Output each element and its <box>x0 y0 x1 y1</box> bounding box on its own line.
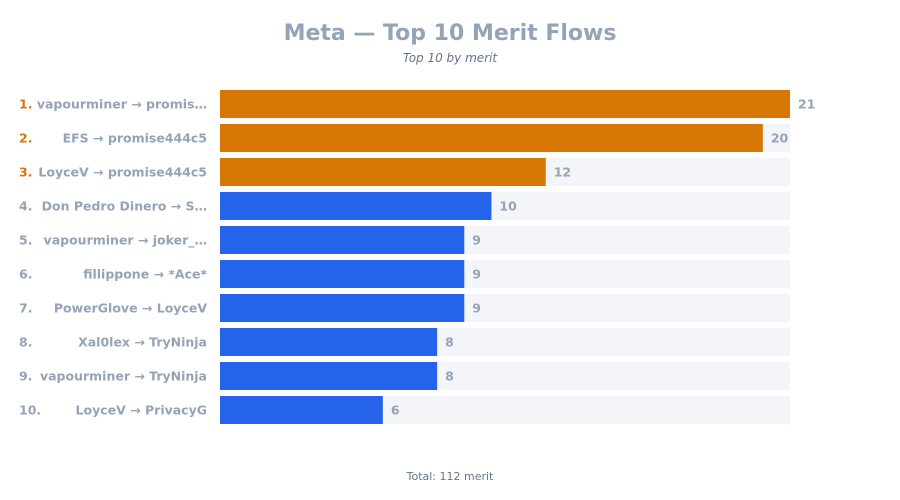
bar-value: 9 <box>472 233 481 248</box>
bar-row: 8. Xal0lex → TryNinja 8 <box>19 328 790 356</box>
chart-title: Meta — Top 10 Merit Flows <box>284 21 617 46</box>
bar-label: vapourminer → joker_… <box>44 233 207 249</box>
bar-value: 21 <box>798 97 815 112</box>
bar-value: 20 <box>771 131 789 146</box>
bar-row: 5. vapourminer → joker_… 9 <box>19 226 790 254</box>
bar-rank: 10. <box>19 403 41 418</box>
bar <box>220 294 465 322</box>
bar-row: 2. EFS → promise444c5 20 <box>19 124 790 152</box>
bar-rank: 6. <box>19 267 32 282</box>
bar-value: 9 <box>472 301 481 316</box>
bar-rank: 1. <box>19 97 32 112</box>
bar-value: 9 <box>472 267 481 282</box>
bar-value: 12 <box>554 165 571 180</box>
bar-row: 10. LoyceV → PrivacyG 6 <box>19 396 790 424</box>
bar-rank: 4. <box>19 199 32 214</box>
chart-footer: Total: 112 merit <box>406 470 494 483</box>
bar-rank: 9. <box>19 369 32 384</box>
bar-row: 9. vapourminer → TryNinja 8 <box>19 362 790 390</box>
bar-label: LoyceV → promise444c5 <box>38 165 207 180</box>
bar <box>220 124 763 152</box>
bar-value: 6 <box>391 403 400 418</box>
bar <box>220 328 438 356</box>
bar-label: vapourminer → promis… <box>37 97 207 112</box>
chart-subtitle: Top 10 by merit <box>403 51 499 65</box>
bar-label: PowerGlove → LoyceV <box>54 301 207 316</box>
bar <box>220 226 465 254</box>
bar-value: 10 <box>499 199 517 214</box>
bar-label: LoyceV → PrivacyG <box>76 403 207 418</box>
bar-rank: 8. <box>19 335 32 350</box>
bar <box>220 90 790 118</box>
bar-label: fillippone → *Ace* <box>83 267 207 282</box>
bar-label: Don Pedro Dinero → S… <box>42 199 207 214</box>
bar-label: EFS → promise444c5 <box>63 131 207 146</box>
bar-row: 6. fillippone → *Ace* 9 <box>19 260 790 288</box>
bar-label: Xal0lex → TryNinja <box>78 335 207 350</box>
bar-value: 8 <box>445 335 454 350</box>
bar <box>220 192 492 220</box>
bar-rank: 2. <box>19 131 32 146</box>
bar-row: 7. PowerGlove → LoyceV 9 <box>19 294 790 322</box>
bar-rank: 5. <box>19 233 32 248</box>
bar-value: 8 <box>445 369 454 384</box>
bar-rank: 7. <box>19 301 32 316</box>
bar <box>220 260 465 288</box>
bar-rank: 3. <box>19 165 32 180</box>
bar-rows: 1. vapourminer → promis… 21 2. EFS → promise… <box>19 90 815 424</box>
bar-label: vapourminer → TryNinja <box>40 369 207 384</box>
bar <box>220 158 546 186</box>
bar-row: 3. LoyceV → promise444c5 12 <box>19 158 790 186</box>
bar-row: 4. Don Pedro Dinero → S… 10 <box>19 192 790 220</box>
bar <box>220 362 438 390</box>
bar-row: 1. vapourminer → promis… 21 <box>19 90 815 118</box>
bar <box>220 396 383 424</box>
